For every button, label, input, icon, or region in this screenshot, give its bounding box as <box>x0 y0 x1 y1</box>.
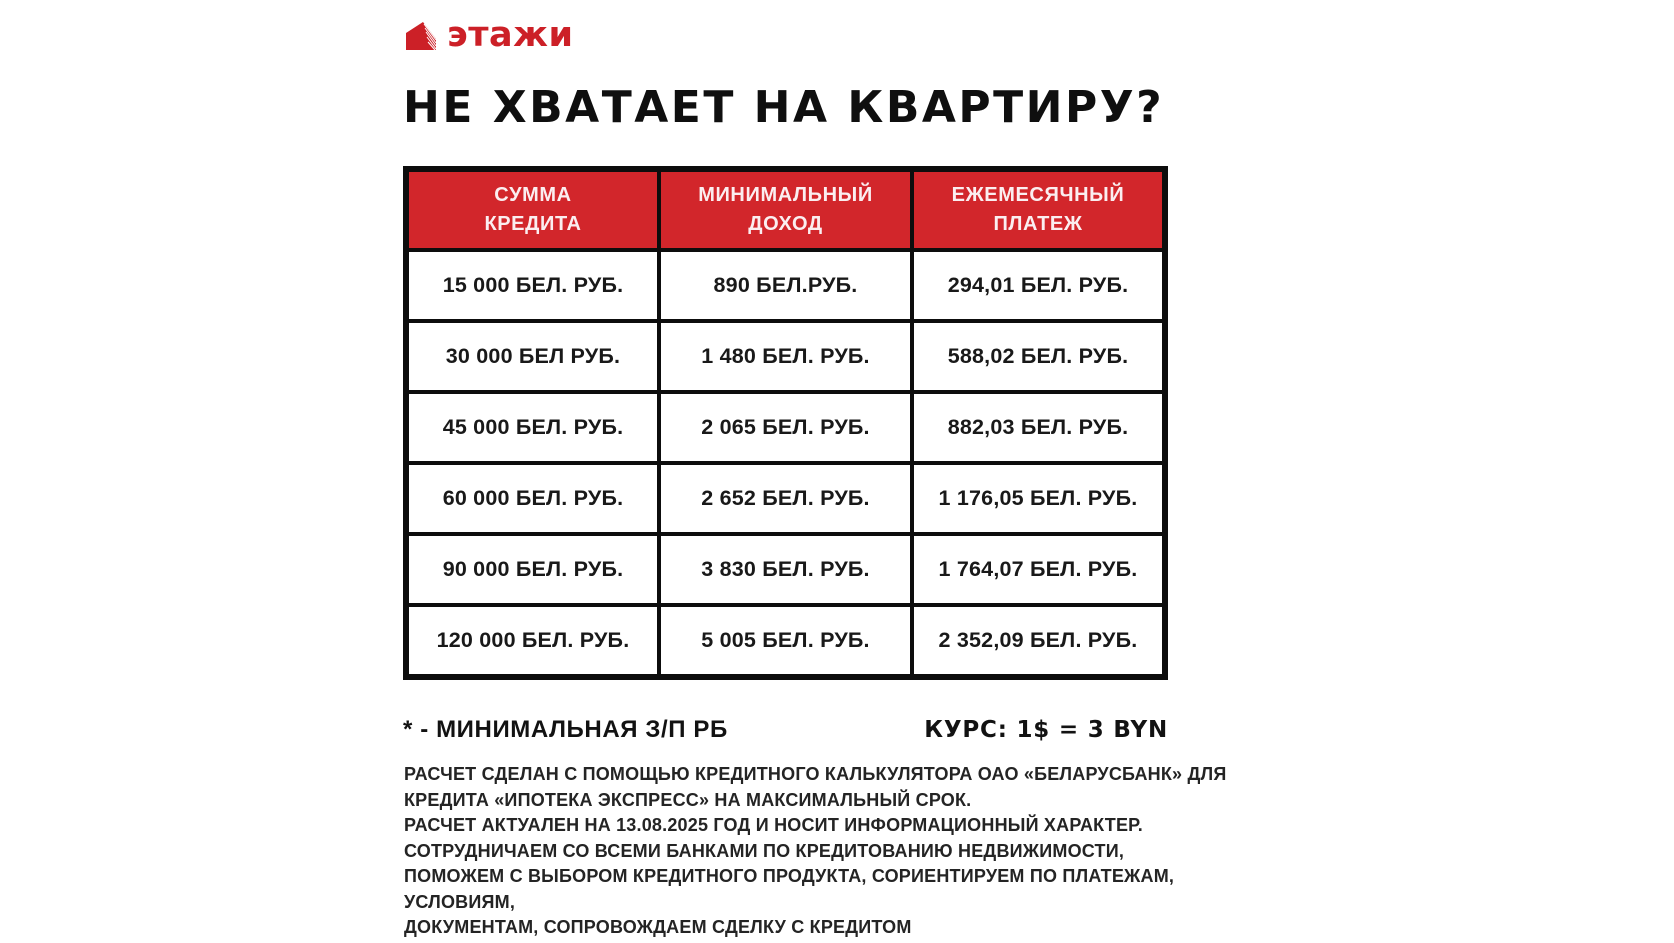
cell-monthly-payment: 2 352,09 БЕЛ. РУБ. <box>910 603 1167 679</box>
column-header-line: СУММА <box>494 184 572 206</box>
disclaimer-text: РАСЧЕТ СДЕЛАН С ПОМОЩЬЮ КРЕДИТНОГО КАЛЬК… <box>404 762 1227 941</box>
brand-logo: этажи <box>404 18 574 53</box>
column-header-min-income: МИНИМАЛЬНЫЙ ДОХОД <box>657 167 914 252</box>
credit-table-header: СУММА КРЕДИТА МИНИМАЛЬНЫЙ ДОХОД ЕЖЕМЕСЯЧ… <box>404 167 1167 252</box>
table-header-row: СУММА КРЕДИТА МИНИМАЛЬНЫЙ ДОХОД ЕЖЕМЕСЯЧ… <box>404 167 1167 252</box>
disclaimer-line: РАСЧЕТ АКТУАЛЕН НА 13.08.2025 ГОД И НОСИ… <box>404 815 1143 835</box>
column-header-line: ПЛАТЕЖ <box>993 213 1083 235</box>
disclaimer-line: ПОМОЖЕМ С ВЫБОРОМ КРЕДИТНОГО ПРОДУКТА, С… <box>404 866 1175 886</box>
disclaimer-line: РАСЧЕТ СДЕЛАН С ПОМОЩЬЮ КРЕДИТНОГО КАЛЬК… <box>404 764 1227 784</box>
cell-credit-amount: 60 000 БЕЛ. РУБ. <box>404 461 661 536</box>
cell-min-income: 5 005 БЕЛ. РУБ. <box>657 603 914 679</box>
table-row: 30 000 БЕЛ РУБ. 1 480 БЕЛ. РУБ. 588,02 Б… <box>404 319 1167 394</box>
notes-row: * - МИНИМАЛЬНАЯ З/П РБ КУРС: 1$ = 3 BYN <box>403 716 1168 744</box>
cell-monthly-payment: 294,01 БЕЛ. РУБ. <box>910 248 1167 323</box>
cell-min-income: 1 480 БЕЛ. РУБ. <box>657 319 914 394</box>
cell-credit-amount: 45 000 БЕЛ. РУБ. <box>404 390 661 465</box>
table-row: 45 000 БЕЛ. РУБ. 2 065 БЕЛ. РУБ. 882,03 … <box>404 390 1167 465</box>
cell-monthly-payment: 1 176,05 БЕЛ. РУБ. <box>910 461 1167 536</box>
disclaimer-line: ДОКУМЕНТАМ, СОПРОВОЖДАЕМ СДЕЛКУ С КРЕДИТ… <box>404 917 912 937</box>
brand-logo-text: этажи <box>447 15 574 55</box>
cell-monthly-payment: 882,03 БЕЛ. РУБ. <box>910 390 1167 465</box>
cell-credit-amount: 30 000 БЕЛ РУБ. <box>404 319 661 394</box>
table-row: 15 000 БЕЛ. РУБ. 890 БЕЛ.РУБ. 294,01 БЕЛ… <box>404 248 1167 323</box>
cell-credit-amount: 120 000 БЕЛ. РУБ. <box>404 603 661 679</box>
page-title: НЕ ХВАТАЕТ НА КВАРТИРУ? <box>403 82 1165 133</box>
column-header-line: ДОХОД <box>748 213 823 235</box>
cell-min-income: 3 830 БЕЛ. РУБ. <box>657 532 914 607</box>
column-header-line: КРЕДИТА <box>484 213 582 235</box>
disclaimer-line: КРЕДИТА «ИПОТЕКА ЭКСПРЕСС» НА МАКСИМАЛЬН… <box>404 789 972 810</box>
column-header-credit-sum: СУММА КРЕДИТА <box>404 167 661 252</box>
cell-credit-amount: 90 000 БЕЛ. РУБ. <box>404 532 661 607</box>
credit-table-body: 15 000 БЕЛ. РУБ. 890 БЕЛ.РУБ. 294,01 БЕЛ… <box>404 248 1167 679</box>
cell-min-income: 890 БЕЛ.РУБ. <box>657 248 914 323</box>
disclaimer-line: УСЛОВИЯМ, <box>404 891 516 912</box>
table-row: 90 000 БЕЛ. РУБ. 3 830 БЕЛ. РУБ. 1 764,0… <box>404 532 1167 607</box>
column-header-line: МИНИМАЛЬНЫЙ <box>698 184 873 206</box>
cell-monthly-payment: 588,02 БЕЛ. РУБ. <box>910 319 1167 394</box>
disclaimer-line: СОТРУДНИЧАЕМ СО ВСЕМИ БАНКАМИ ПО КРЕДИТО… <box>404 840 1125 861</box>
cell-credit-amount: 15 000 БЕЛ. РУБ. <box>404 248 661 323</box>
footnote-min-salary: * - МИНИМАЛЬНАЯ З/П РБ <box>403 716 728 743</box>
cell-min-income: 2 652 БЕЛ. РУБ. <box>657 461 914 536</box>
column-header-line: ЕЖЕМЕСЯЧНЫЙ <box>951 184 1125 206</box>
column-header-monthly-payment: ЕЖЕМЕСЯЧНЫЙ ПЛАТЕЖ <box>910 167 1167 252</box>
cell-monthly-payment: 1 764,07 БЕЛ. РУБ. <box>910 532 1167 607</box>
table-row: 120 000 БЕЛ. РУБ. 5 005 БЕЛ. РУБ. 2 352,… <box>404 603 1167 679</box>
exchange-rate-note: КУРС: 1$ = 3 BYN <box>924 717 1168 743</box>
table-row: 60 000 БЕЛ. РУБ. 2 652 БЕЛ. РУБ. 1 176,0… <box>404 461 1167 536</box>
cell-min-income: 2 065 БЕЛ. РУБ. <box>657 390 914 465</box>
credit-table: СУММА КРЕДИТА МИНИМАЛЬНЫЙ ДОХОД ЕЖЕМЕСЯЧ… <box>403 166 1168 680</box>
house-logo-icon <box>406 21 437 50</box>
